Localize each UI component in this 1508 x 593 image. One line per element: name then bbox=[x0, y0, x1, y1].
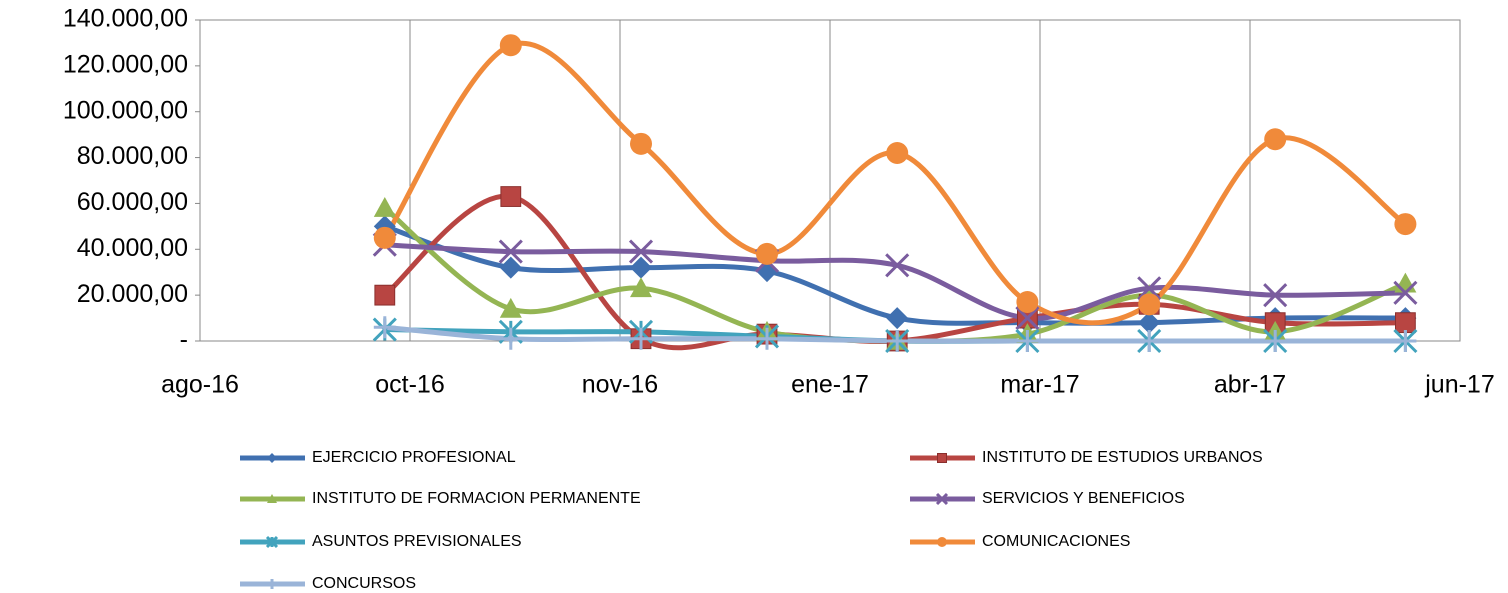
marker bbox=[756, 327, 778, 350]
y-tick-label: 80.000,00 bbox=[77, 142, 188, 170]
marker bbox=[267, 453, 277, 463]
marker bbox=[374, 284, 396, 306]
x-tick-label: abr-17 bbox=[1214, 371, 1286, 399]
marker bbox=[499, 34, 522, 57]
marker bbox=[886, 330, 909, 352]
marker bbox=[1138, 311, 1161, 334]
y-tick-label: 100.000,00 bbox=[63, 96, 188, 124]
marker bbox=[1263, 283, 1288, 308]
marker bbox=[1137, 276, 1162, 301]
x-tick-label: nov-16 bbox=[582, 371, 658, 399]
marker bbox=[499, 256, 522, 279]
marker bbox=[499, 327, 522, 350]
marker bbox=[1264, 330, 1287, 352]
legend-label: ASUNTOS PREVISIONALES bbox=[312, 533, 522, 550]
marker bbox=[267, 494, 277, 503]
marker bbox=[1138, 293, 1161, 316]
marker bbox=[1394, 330, 1417, 352]
series-line bbox=[382, 40, 1407, 326]
marker bbox=[1393, 280, 1418, 305]
marker bbox=[500, 186, 522, 207]
legend-label: INSTITUTO DE ESTUDIOS URBANOS bbox=[982, 449, 1263, 466]
marker bbox=[937, 453, 947, 463]
marker bbox=[498, 239, 523, 264]
marker bbox=[937, 537, 947, 547]
marker bbox=[1138, 330, 1161, 352]
legend-label: COMUNICACIONES bbox=[982, 533, 1130, 550]
y-tick-label: 40.000,00 bbox=[77, 234, 188, 262]
marker bbox=[267, 579, 277, 589]
y-tick-label: 140.000,00 bbox=[63, 5, 188, 33]
marker bbox=[1016, 291, 1039, 314]
marker bbox=[1395, 312, 1416, 334]
marker bbox=[886, 307, 909, 330]
legend-label: EJERCICIO PROFESIONAL bbox=[312, 449, 516, 466]
y-tick-label: - bbox=[180, 326, 188, 354]
marker bbox=[373, 316, 396, 339]
marker bbox=[265, 535, 279, 549]
marker bbox=[756, 242, 778, 265]
marker bbox=[885, 253, 910, 278]
marker bbox=[630, 256, 652, 279]
y-tick-label: 20.000,00 bbox=[77, 280, 188, 308]
marker bbox=[630, 132, 652, 155]
marker bbox=[1015, 306, 1040, 331]
marker bbox=[630, 327, 652, 350]
marker bbox=[886, 141, 909, 164]
marker bbox=[628, 239, 654, 264]
legend-label: CONCURSOS bbox=[312, 575, 416, 592]
legend-label: INSTITUTO DE FORMACION PERMANENTE bbox=[312, 490, 641, 507]
marker bbox=[1264, 128, 1287, 151]
marker bbox=[935, 492, 949, 506]
marker bbox=[1394, 213, 1417, 236]
marker bbox=[499, 297, 522, 318]
y-tick-label: 60.000,00 bbox=[77, 188, 188, 216]
series-line bbox=[384, 242, 1406, 321]
x-tick-label: jun-17 bbox=[1424, 371, 1495, 399]
marker bbox=[1016, 330, 1039, 352]
legend-label: SERVICIOS Y BENEFICIOS bbox=[982, 490, 1185, 507]
marker bbox=[1394, 272, 1417, 293]
marker bbox=[373, 197, 396, 217]
marker bbox=[373, 226, 396, 249]
marker bbox=[630, 277, 652, 298]
y-tick-label: 120.000,00 bbox=[63, 50, 188, 78]
x-tick-label: ago-16 bbox=[161, 371, 239, 399]
series-line bbox=[384, 223, 1406, 326]
x-tick-label: mar-17 bbox=[1000, 371, 1079, 399]
x-tick-label: oct-16 bbox=[375, 371, 444, 399]
x-tick-label: ene-17 bbox=[791, 371, 869, 399]
